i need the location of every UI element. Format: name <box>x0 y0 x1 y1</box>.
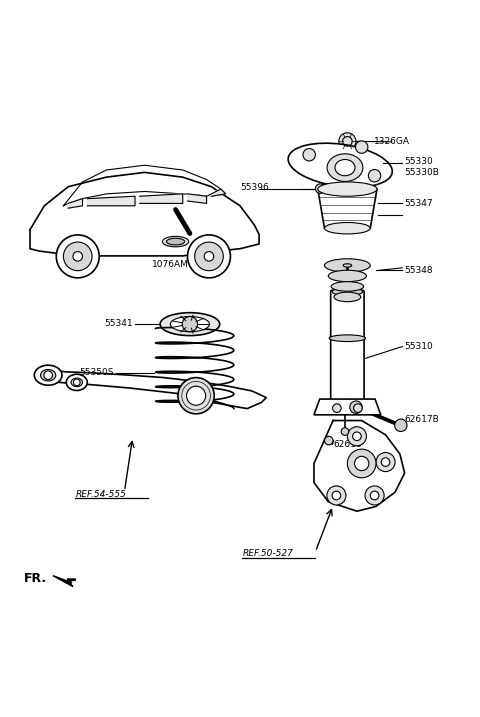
Circle shape <box>348 427 366 446</box>
Polygon shape <box>37 370 266 409</box>
Polygon shape <box>87 196 135 206</box>
Circle shape <box>355 456 369 470</box>
Circle shape <box>303 148 315 161</box>
Circle shape <box>353 432 361 440</box>
Ellipse shape <box>331 282 364 291</box>
Ellipse shape <box>324 259 370 272</box>
Text: FR.: FR. <box>24 571 48 584</box>
Circle shape <box>333 404 341 412</box>
Circle shape <box>339 133 356 150</box>
Ellipse shape <box>334 292 361 302</box>
Circle shape <box>332 491 341 500</box>
Ellipse shape <box>332 400 363 408</box>
Text: 55330: 55330 <box>405 157 433 166</box>
Ellipse shape <box>288 143 392 187</box>
Polygon shape <box>68 199 83 208</box>
Circle shape <box>376 452 395 472</box>
Ellipse shape <box>34 365 62 385</box>
Ellipse shape <box>329 335 365 341</box>
Circle shape <box>324 436 333 445</box>
Circle shape <box>178 378 214 414</box>
Polygon shape <box>206 189 226 196</box>
Circle shape <box>73 252 83 261</box>
Circle shape <box>204 252 214 261</box>
Circle shape <box>381 457 390 466</box>
Circle shape <box>341 428 349 435</box>
Circle shape <box>356 141 368 153</box>
Circle shape <box>368 169 381 182</box>
Polygon shape <box>188 194 206 204</box>
FancyBboxPatch shape <box>331 290 364 405</box>
Ellipse shape <box>332 288 363 295</box>
Circle shape <box>73 379 80 386</box>
Circle shape <box>348 449 376 478</box>
Circle shape <box>315 184 325 194</box>
Text: 55348: 55348 <box>405 266 433 275</box>
Text: 55341: 55341 <box>104 318 132 328</box>
Ellipse shape <box>318 182 377 196</box>
Ellipse shape <box>343 264 352 267</box>
Text: 55330B: 55330B <box>405 168 440 177</box>
Circle shape <box>195 242 223 271</box>
Text: 1326GA: 1326GA <box>373 137 409 146</box>
Circle shape <box>370 491 379 500</box>
Ellipse shape <box>167 238 185 245</box>
Polygon shape <box>318 189 377 228</box>
Text: 62617B: 62617B <box>405 414 439 424</box>
Ellipse shape <box>71 378 83 386</box>
Circle shape <box>188 235 230 278</box>
Circle shape <box>354 404 362 412</box>
Text: REF.54-555: REF.54-555 <box>75 490 126 499</box>
Ellipse shape <box>66 374 87 391</box>
Circle shape <box>187 386 205 405</box>
Ellipse shape <box>328 270 366 282</box>
Text: 55396: 55396 <box>240 183 269 192</box>
Ellipse shape <box>162 237 189 247</box>
Text: 55347: 55347 <box>405 199 433 208</box>
Circle shape <box>44 371 52 379</box>
Ellipse shape <box>160 313 220 336</box>
Circle shape <box>327 486 346 505</box>
Text: REF.50-527: REF.50-527 <box>242 549 293 558</box>
Circle shape <box>56 235 99 278</box>
Circle shape <box>365 486 384 505</box>
Text: 1076AM: 1076AM <box>152 260 189 269</box>
Polygon shape <box>314 421 405 511</box>
Polygon shape <box>314 399 381 415</box>
Circle shape <box>350 401 362 414</box>
Ellipse shape <box>40 369 56 381</box>
Circle shape <box>182 316 198 332</box>
Circle shape <box>395 419 407 432</box>
Ellipse shape <box>324 222 370 234</box>
Polygon shape <box>53 576 75 587</box>
Ellipse shape <box>327 153 363 181</box>
Circle shape <box>63 242 92 271</box>
Text: 62618: 62618 <box>333 440 362 449</box>
Ellipse shape <box>335 159 355 176</box>
Text: 55350S: 55350S <box>79 369 114 377</box>
Polygon shape <box>140 194 183 204</box>
Text: 55310: 55310 <box>405 342 433 351</box>
Ellipse shape <box>170 316 209 332</box>
